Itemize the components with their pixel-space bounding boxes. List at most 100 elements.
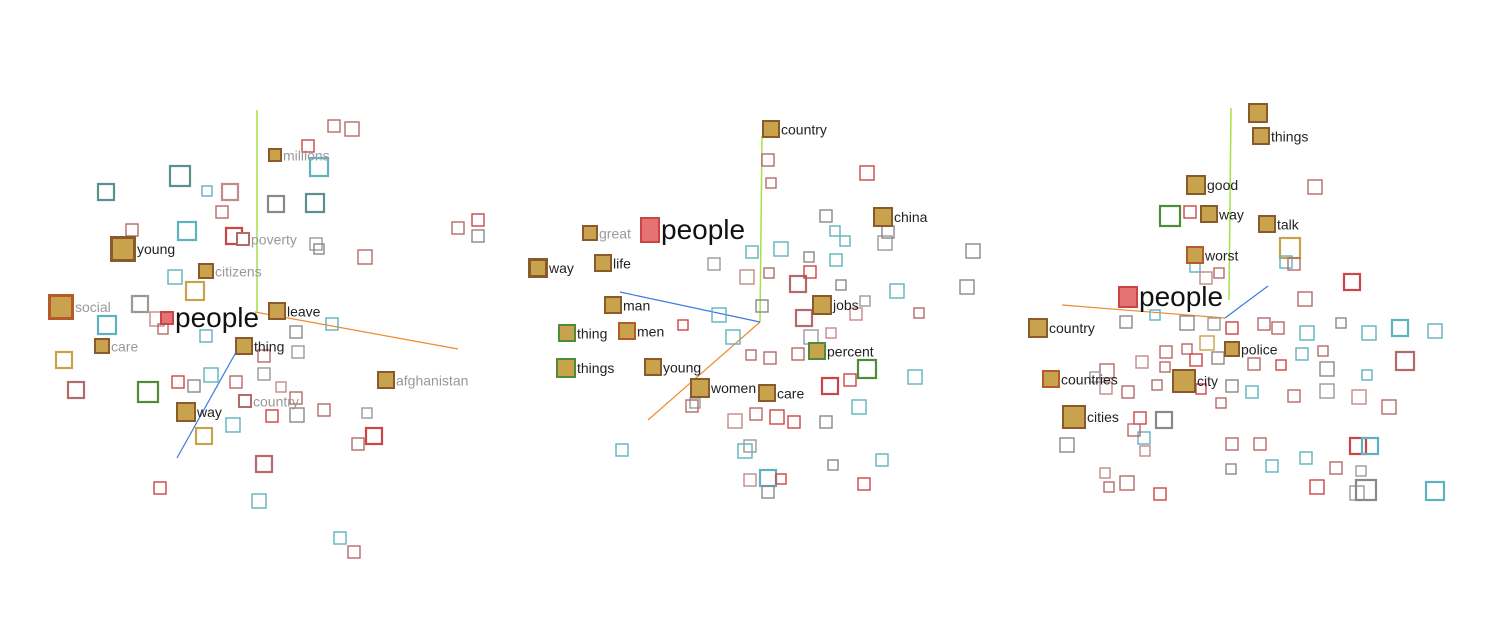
embedding-point xyxy=(727,413,743,429)
embedding-panel-right: things good way talk worst people countr… xyxy=(1000,0,1500,639)
embedding-point xyxy=(1183,205,1197,219)
word-things-label[interactable]: things xyxy=(1252,127,1308,146)
embedding-point xyxy=(1342,272,1362,292)
word-care[interactable]: care xyxy=(94,337,138,355)
word-good[interactable]: good xyxy=(1186,175,1238,195)
embedding-point xyxy=(803,251,815,263)
embedding-point xyxy=(1199,335,1215,351)
embedding-point xyxy=(685,399,699,413)
embedding-point xyxy=(1307,179,1323,195)
embedding-point xyxy=(251,493,267,509)
embedding-point xyxy=(907,369,923,385)
embedding-point xyxy=(1390,318,1410,338)
word-way[interactable]: way xyxy=(528,258,574,278)
word-jobs[interactable]: jobs xyxy=(812,295,859,315)
embedding-point xyxy=(1394,350,1416,372)
embedding-point xyxy=(1271,321,1285,335)
word-man[interactable]: man xyxy=(604,296,650,315)
word-worst[interactable]: worst xyxy=(1186,246,1238,265)
embedding-point xyxy=(1099,363,1115,379)
embedding-point xyxy=(787,415,801,429)
embedding-point xyxy=(1265,459,1279,473)
embedding-point xyxy=(167,269,183,285)
word-cities[interactable]: cities xyxy=(1062,405,1119,429)
embedding-point xyxy=(220,182,240,202)
word-police[interactable]: police xyxy=(1224,340,1278,358)
embedding-point xyxy=(96,314,118,336)
embedding-point xyxy=(1213,267,1225,279)
z-axis-line xyxy=(1224,285,1269,319)
word-life[interactable]: life xyxy=(594,254,631,273)
word-city[interactable]: city xyxy=(1172,369,1218,393)
word-thing[interactable]: thing xyxy=(235,337,284,356)
embedding-point xyxy=(1225,437,1239,451)
word-people-focus[interactable]: people xyxy=(1118,282,1223,312)
word-countries[interactable]: countries xyxy=(1042,370,1118,389)
word-men[interactable]: men xyxy=(618,322,664,341)
word-young[interactable]: young xyxy=(110,236,175,262)
word-china[interactable]: china xyxy=(873,207,927,227)
word-country[interactable]: country xyxy=(238,392,299,409)
embedding-point xyxy=(1299,451,1313,465)
embedding-point xyxy=(1253,437,1267,451)
word-percent[interactable]: percent xyxy=(808,342,874,361)
embedding-point xyxy=(1215,397,1227,409)
word-great[interactable]: great xyxy=(582,224,631,242)
embedding-point xyxy=(794,308,814,328)
embedding-point xyxy=(1295,347,1309,361)
embedding-point xyxy=(96,182,116,202)
word-millions[interactable]: millions xyxy=(268,146,330,163)
word-people-focus[interactable]: people xyxy=(160,303,259,333)
embedding-point xyxy=(758,468,778,488)
embedding-point xyxy=(677,319,689,331)
embedding-point xyxy=(725,329,741,345)
word-afghanistan[interactable]: afghanistan xyxy=(377,371,468,390)
word-country[interactable]: country xyxy=(762,120,827,139)
right-point-cloud xyxy=(1059,179,1446,502)
embedding-point xyxy=(471,229,485,243)
word-people-focus[interactable]: people xyxy=(640,215,745,245)
embedding-point xyxy=(839,235,851,247)
embedding-point xyxy=(308,156,330,178)
embedding-point xyxy=(737,443,753,459)
embedding-point xyxy=(176,220,198,242)
word-talk[interactable]: talk xyxy=(1258,215,1299,234)
embedding-point xyxy=(201,185,213,197)
embedding-point xyxy=(1059,437,1075,453)
embedding-point xyxy=(1361,325,1377,341)
embedding-point xyxy=(1151,379,1163,391)
embedding-point xyxy=(851,399,867,415)
left-point-cloud xyxy=(54,119,485,559)
word-poverty[interactable]: poverty xyxy=(236,230,297,247)
embedding-point xyxy=(1319,361,1335,377)
embedding-point xyxy=(265,409,279,423)
word-country[interactable]: country xyxy=(1028,318,1095,338)
word-citizens[interactable]: citizens xyxy=(198,262,262,280)
word-young[interactable]: young xyxy=(644,358,701,377)
embedding-point xyxy=(765,177,777,189)
embedding-point xyxy=(171,375,185,389)
embedding-point xyxy=(130,294,150,314)
embedding-point xyxy=(1287,257,1301,271)
embedding-point xyxy=(1103,481,1115,493)
embedding-point xyxy=(1361,369,1373,381)
embedding-point xyxy=(707,257,721,271)
embedding-point xyxy=(755,299,769,313)
word-way[interactable]: way xyxy=(176,402,222,422)
word-care[interactable]: care xyxy=(758,384,804,403)
left-axes-and-points xyxy=(54,110,485,559)
embedding-point xyxy=(1159,361,1171,373)
word-women[interactable]: women xyxy=(690,378,756,398)
y-axis-line xyxy=(1228,107,1232,301)
word-way[interactable]: way xyxy=(1200,205,1244,224)
word-social[interactable]: social xyxy=(48,294,111,320)
word-things[interactable]: things xyxy=(556,358,614,378)
embedding-point xyxy=(1153,487,1167,501)
word-thing[interactable]: thing xyxy=(558,324,607,343)
embedding-point xyxy=(1119,315,1133,329)
word-leave[interactable]: leave xyxy=(268,302,320,321)
word-things[interactable] xyxy=(1248,103,1269,123)
embedding-point xyxy=(761,485,775,499)
embedding-point xyxy=(843,373,857,387)
embedding-point xyxy=(289,391,303,405)
